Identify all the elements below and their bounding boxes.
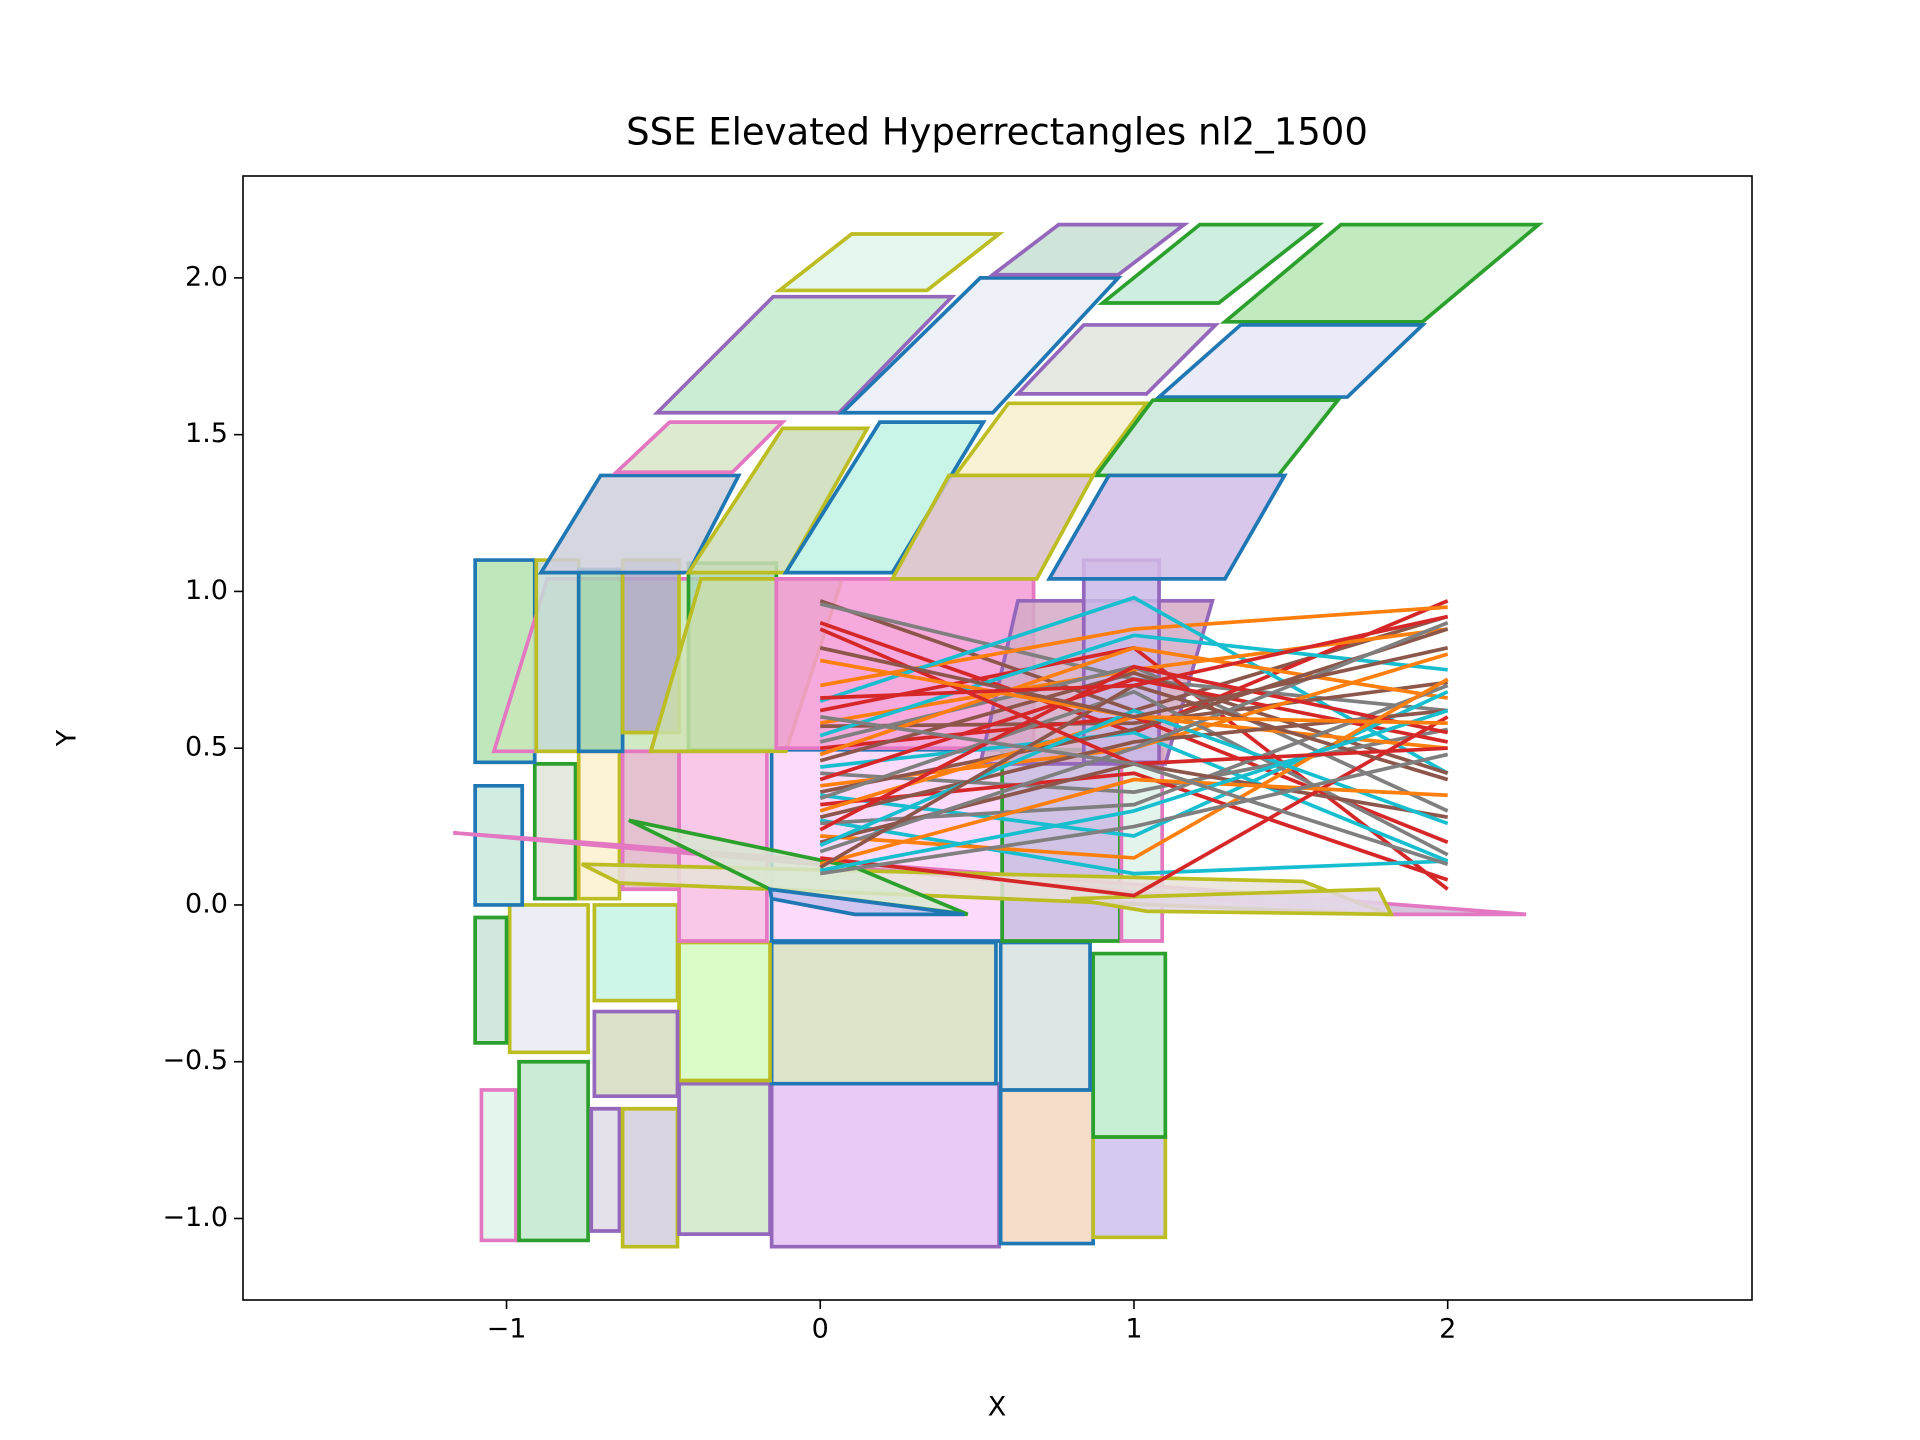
trajectory-line (819, 708, 1449, 873)
hyperrectangle (677, 940, 772, 1083)
trajectory-line (819, 633, 1448, 738)
hyperrectangle (769, 1081, 1001, 1249)
hyperrectangle (592, 1009, 680, 1099)
hyperrectangle (1219, 222, 1544, 324)
trajectory-line (819, 818, 1448, 876)
y-tick-label: 1.5 (185, 418, 228, 449)
plot-area (453, 222, 1544, 1249)
trajectory-line (819, 627, 1449, 794)
hyperrectangle (1154, 323, 1428, 399)
hyperrectangle (1013, 323, 1221, 396)
y-tick-label: 0.5 (185, 732, 228, 763)
hyperrectangle (479, 1088, 518, 1243)
trajectory-line (820, 614, 1449, 700)
trajectory-line (819, 595, 1449, 775)
trajectory-line (819, 621, 1449, 854)
trajectory-line (819, 752, 1449, 876)
hyperrectangle (1091, 951, 1168, 1139)
chart-title: SSE Elevated Hyperrectangles nl2_1500 (626, 111, 1368, 154)
hyperrectangle (628, 818, 969, 917)
trajectory-line (820, 680, 1448, 729)
hyperrectangle (1046, 473, 1288, 581)
hyperrectangle (507, 903, 590, 1055)
trajectory-line (820, 677, 1449, 860)
hyperrectangle (473, 915, 509, 1045)
x-tick-label: 0 (812, 1314, 829, 1345)
hyperrectangle (534, 558, 581, 754)
trajectory-line (819, 715, 1449, 866)
hyperrectangle (473, 783, 525, 907)
x-tick-label: 1 (1125, 1314, 1142, 1345)
trajectory-line (819, 664, 1449, 832)
x-axis-label: X (988, 1392, 1007, 1423)
hyperrectangle (1070, 887, 1395, 917)
hyperrectangle (517, 1059, 590, 1243)
hyperrectangle (1097, 222, 1325, 305)
hyperrectangle (611, 420, 788, 475)
hyperrectangle (889, 473, 1097, 581)
trajectory-line (819, 708, 1449, 848)
hyperrectangle (592, 903, 680, 1003)
trajectory-line (819, 645, 1448, 757)
hyperrectangle (998, 940, 1092, 1092)
hyperrectangle (537, 473, 742, 575)
hyperrectangle (767, 887, 965, 917)
hyperrectangle (576, 567, 625, 754)
trajectory-line (820, 730, 1449, 863)
hyperrectangle (685, 426, 871, 575)
hyperrectangle (589, 1106, 622, 1233)
trajectory-line (820, 715, 1449, 898)
trajectory-line (819, 777, 1448, 866)
y-axis-label: Y (52, 729, 83, 747)
y-tick-label: −0.5 (162, 1045, 228, 1076)
y-tick-label: 2.0 (185, 261, 228, 292)
hyperrectangle (532, 762, 578, 901)
hyperrectangle (1091, 1135, 1168, 1240)
trajectory-line (819, 646, 1449, 719)
hyperrectangle (782, 420, 987, 575)
hyperrectangle (837, 276, 1123, 415)
x-tick-label: 2 (1439, 1314, 1456, 1345)
trajectory-line (819, 627, 1448, 725)
hyperrectangle (774, 232, 1005, 293)
hyperrectangle (998, 1088, 1096, 1246)
hyperrectangle (769, 940, 998, 1086)
y-tick-label: −1.0 (162, 1202, 228, 1233)
hyperrectangle (652, 294, 957, 415)
hyperrectangle (987, 222, 1190, 277)
hyperrectangle (677, 1081, 772, 1237)
x-tick-label: −1 (487, 1314, 527, 1345)
axes-frame (242, 175, 1753, 1301)
y-tick-label: 1.0 (185, 575, 228, 606)
y-tick-label: 0.0 (185, 888, 228, 919)
hyperrectangle (620, 1106, 680, 1249)
trajectory-line (820, 771, 1449, 882)
